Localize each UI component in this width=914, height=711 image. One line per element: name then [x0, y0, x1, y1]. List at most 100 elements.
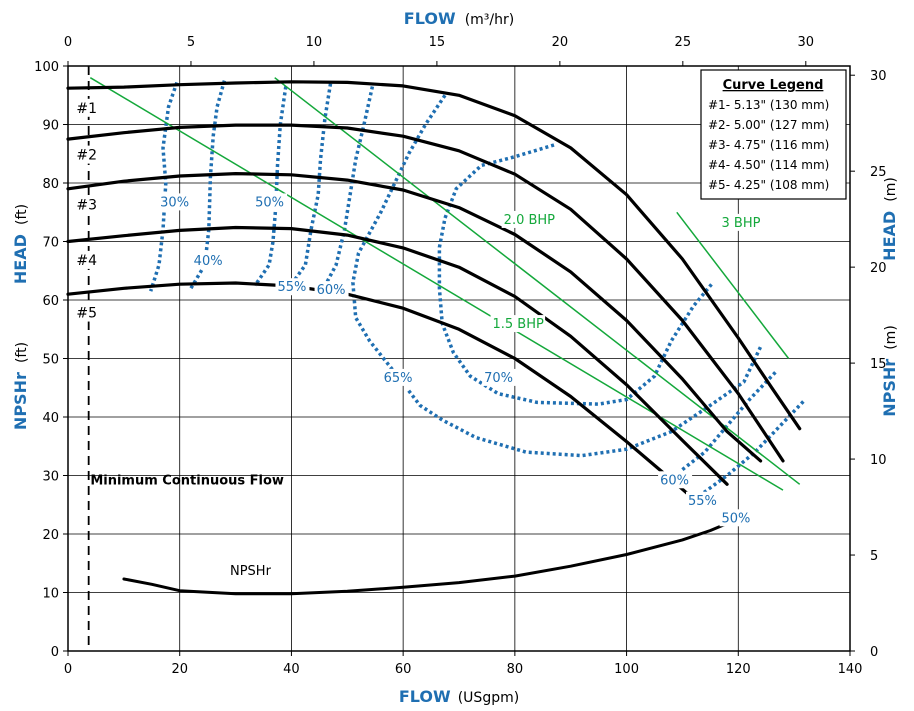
top-axis-unit: (m³/hr): [465, 12, 515, 28]
left-tick-label: 70: [42, 236, 59, 251]
bottom-axis-unit: (USgpm): [458, 690, 519, 706]
right-npsh-title: NPSHr (m): [880, 325, 899, 417]
legend-item-2: #2- 5.00" (127 mm): [708, 118, 829, 132]
bottom-tick-label: 60: [395, 662, 412, 677]
top-tick-label: 20: [552, 35, 569, 50]
npshr-curve-group: NPSHr: [122, 515, 746, 596]
curve-label-bg: [74, 250, 97, 269]
npshr-curve: [122, 515, 746, 596]
legend-item-5: #5- 4.25" (108 mm): [708, 178, 829, 192]
efficiency-label-bg: [191, 251, 226, 269]
right-tick-label: 0: [870, 645, 878, 660]
efficiency-label-bg: [482, 368, 517, 386]
right-tick-label: 30: [870, 69, 887, 84]
left-head-unit: (ft): [14, 204, 30, 225]
efficiency-label-bg: [381, 368, 416, 386]
head-curve: [66, 172, 763, 463]
efficiency-label: 55%: [277, 280, 306, 295]
right-tick-label: 5: [870, 549, 878, 564]
efficiency-contour: [189, 80, 227, 290]
bhp-label-bg: [719, 213, 759, 231]
curve-label: #1: [76, 101, 97, 117]
minimum-flow-label: Minimum Continuous Flow: [90, 473, 284, 488]
left-tick-label: 60: [42, 294, 59, 309]
top-tick-label: 25: [675, 35, 692, 50]
bhp-label: 3 BHP: [722, 216, 761, 231]
efficiency-label-bg: [686, 491, 721, 509]
legend-box: [700, 69, 847, 200]
bottom-tick-label: 140: [838, 662, 863, 677]
efficiency-contour: [253, 86, 288, 287]
curve-label-bg: [74, 303, 97, 322]
bhp-line: [89, 77, 784, 491]
left-npsh-title: NPSHr (ft): [11, 342, 30, 430]
right-tick-label: 25: [870, 165, 887, 180]
left-tick-label: 90: [42, 119, 59, 134]
efficiency-label: 40%: [194, 254, 223, 269]
chart-labels: #1 #2 #3 #4 #5 30% 40% 50% 55% 60% 65% 70% 60% 55% 50%…: [74, 98, 761, 527]
curve-label: #4: [76, 253, 97, 269]
efficiency-label: 70%: [484, 371, 513, 386]
curve-legend: Curve Legend #1- 5.13" (130 mm) #2- 5.00…: [700, 69, 847, 200]
efficiency-contour: [437, 143, 715, 406]
top-tick-label: 10: [306, 35, 323, 50]
bottom-tick-label: 80: [507, 662, 524, 677]
right-head-label: HEAD: [880, 211, 899, 261]
right-tick-label: 15: [870, 357, 887, 372]
efficiency-label: 50%: [255, 195, 284, 210]
efficiency-contour: [149, 81, 179, 292]
efficiency-contour: [287, 83, 333, 290]
left-npsh-unit: (ft): [14, 342, 30, 363]
right-axis-ticks: 0 5 10 15 20 25 30: [850, 69, 887, 660]
head-curve: [66, 123, 785, 463]
efficiency-label-bg: [658, 471, 693, 489]
bottom-tick-label: 0: [64, 662, 72, 677]
left-head-label: HEAD: [11, 234, 30, 284]
curve-label: #3: [76, 197, 97, 213]
bottom-axis-ticks: 0 20 40 60 80 100 120 140: [64, 651, 863, 677]
right-npsh-label: NPSHr: [880, 359, 899, 417]
head-curves: [66, 80, 802, 501]
curve-label: #2: [76, 148, 97, 164]
efficiency-contour: [407, 346, 763, 458]
bhp-label: 2.0 BHP: [504, 213, 556, 228]
bottom-tick-label: 120: [726, 662, 751, 677]
curve-label-bg: [74, 145, 97, 164]
bhp-label: 1.5 BHP: [493, 317, 545, 332]
bottom-axis-title: FLOW (USgpm): [399, 687, 519, 706]
top-axis-ticks: 0 5 10 15 20 25 30: [64, 35, 814, 66]
top-tick-label: 0: [64, 35, 72, 50]
left-tick-label: 10: [42, 587, 59, 602]
left-tick-label: 100: [34, 60, 59, 75]
efficiency-label-bg: [314, 281, 349, 299]
top-tick-label: 5: [187, 35, 195, 50]
left-tick-label: 20: [42, 528, 59, 543]
left-tick-label: 0: [51, 645, 59, 660]
left-axis-ticks: 0 10 20 30 40 50 60 70 80 90 100: [34, 60, 68, 660]
bottom-tick-label: 40: [283, 662, 300, 677]
efficiency-label: 55%: [688, 494, 717, 509]
curve-label-bg: [74, 98, 97, 117]
curve-label: #5: [76, 306, 97, 322]
efficiency-label-bg: [253, 193, 288, 211]
bhp-line: [676, 211, 790, 359]
right-head-unit: (m): [883, 177, 899, 202]
bhp-label-bg: [490, 315, 546, 333]
legend-item-4: #4- 4.50" (114 mm): [708, 158, 829, 172]
left-tick-label: 50: [42, 353, 59, 368]
top-axis-label: FLOW: [404, 9, 456, 28]
bottom-tick-label: 100: [614, 662, 639, 677]
efficiency-contour: [681, 368, 779, 471]
efficiency-contour: [351, 94, 447, 378]
top-tick-label: 15: [429, 35, 446, 50]
efficiency-label: 30%: [160, 195, 189, 210]
bottom-tick-label: 20: [171, 662, 188, 677]
head-curve: [66, 80, 802, 431]
npshr-label: NPSHr: [230, 564, 272, 579]
right-tick-label: 20: [870, 261, 887, 276]
right-head-title: HEAD (m): [880, 177, 899, 261]
efficiency-label-bg: [158, 193, 193, 211]
left-tick-label: 80: [42, 177, 59, 192]
legend-item-1: #1- 5.13" (130 mm): [708, 98, 829, 112]
